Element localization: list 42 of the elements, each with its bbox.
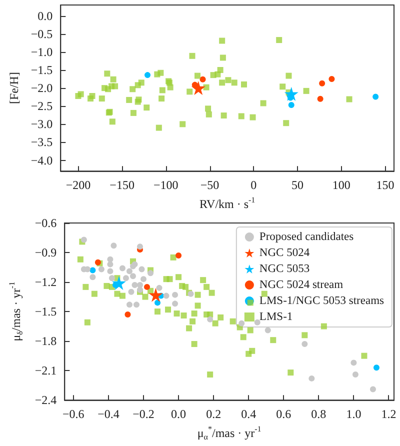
x-tick-label: −150 (110, 178, 134, 192)
x-tick-label: 1.2 (381, 407, 396, 422)
x-tick-label: −200 (66, 178, 91, 192)
y-axis-title: μδ/mas · yr-1 (8, 282, 24, 342)
legend-label: LMS-1 (259, 311, 293, 323)
legend-label: LMS-1/NGC 5053 streams (259, 295, 385, 307)
x-tick-label: 150 (376, 178, 394, 192)
y-axis-title: [Fe/H] (7, 72, 21, 104)
y-tick-label: −1.2 (34, 275, 57, 290)
x-tick-label: 50 (292, 178, 304, 192)
y-tick-label: −1.8 (34, 334, 57, 348)
x-tick-label: 100 (332, 178, 350, 192)
legend-label: NGC 5053 (259, 263, 310, 275)
x-tick-label: 1.0 (346, 407, 362, 422)
y-tick-label: −2.4 (34, 393, 57, 408)
x-tick-label: 0.8 (311, 407, 326, 422)
x-tick-label: −0.4 (98, 407, 120, 422)
x-tick-label: 0.2 (206, 407, 222, 422)
y-tick-label: −0.9 (34, 246, 57, 260)
legend-label: NGC 5024 (259, 247, 310, 259)
legend-label: NGC 5024 stream (259, 279, 344, 291)
y-tick-label: −0.6 (34, 216, 57, 230)
y-tick-label: −3.0 (30, 117, 53, 132)
y-tick-label: −4.0 (30, 153, 53, 168)
x-tick-label: −0.2 (132, 407, 154, 422)
y-tick-label: −3.5 (30, 135, 53, 150)
y-tick-label: −1.5 (30, 62, 53, 77)
y-tick-label: −0.5 (30, 26, 53, 41)
x-tick-label: −50 (200, 178, 220, 192)
x-tick-label: 0.6 (276, 407, 292, 422)
y-tick-label: −2.1 (34, 364, 57, 378)
y-tick-label: −2.0 (30, 81, 53, 96)
y-tick-label: −1.0 (30, 44, 53, 59)
legend-label: Proposed candidates (259, 231, 354, 243)
y-tick-label: −2.5 (30, 99, 53, 114)
x-tick-label: 0.4 (241, 407, 256, 422)
x-tick-label: 0 (250, 178, 257, 192)
x-tick-label: −0.6 (62, 407, 84, 422)
y-tick-label: 0.0 (38, 8, 53, 23)
y-tick-label: −1.5 (34, 304, 57, 319)
x-tick-label: −100 (154, 178, 178, 192)
x-tick-label: 0.0 (171, 407, 186, 422)
